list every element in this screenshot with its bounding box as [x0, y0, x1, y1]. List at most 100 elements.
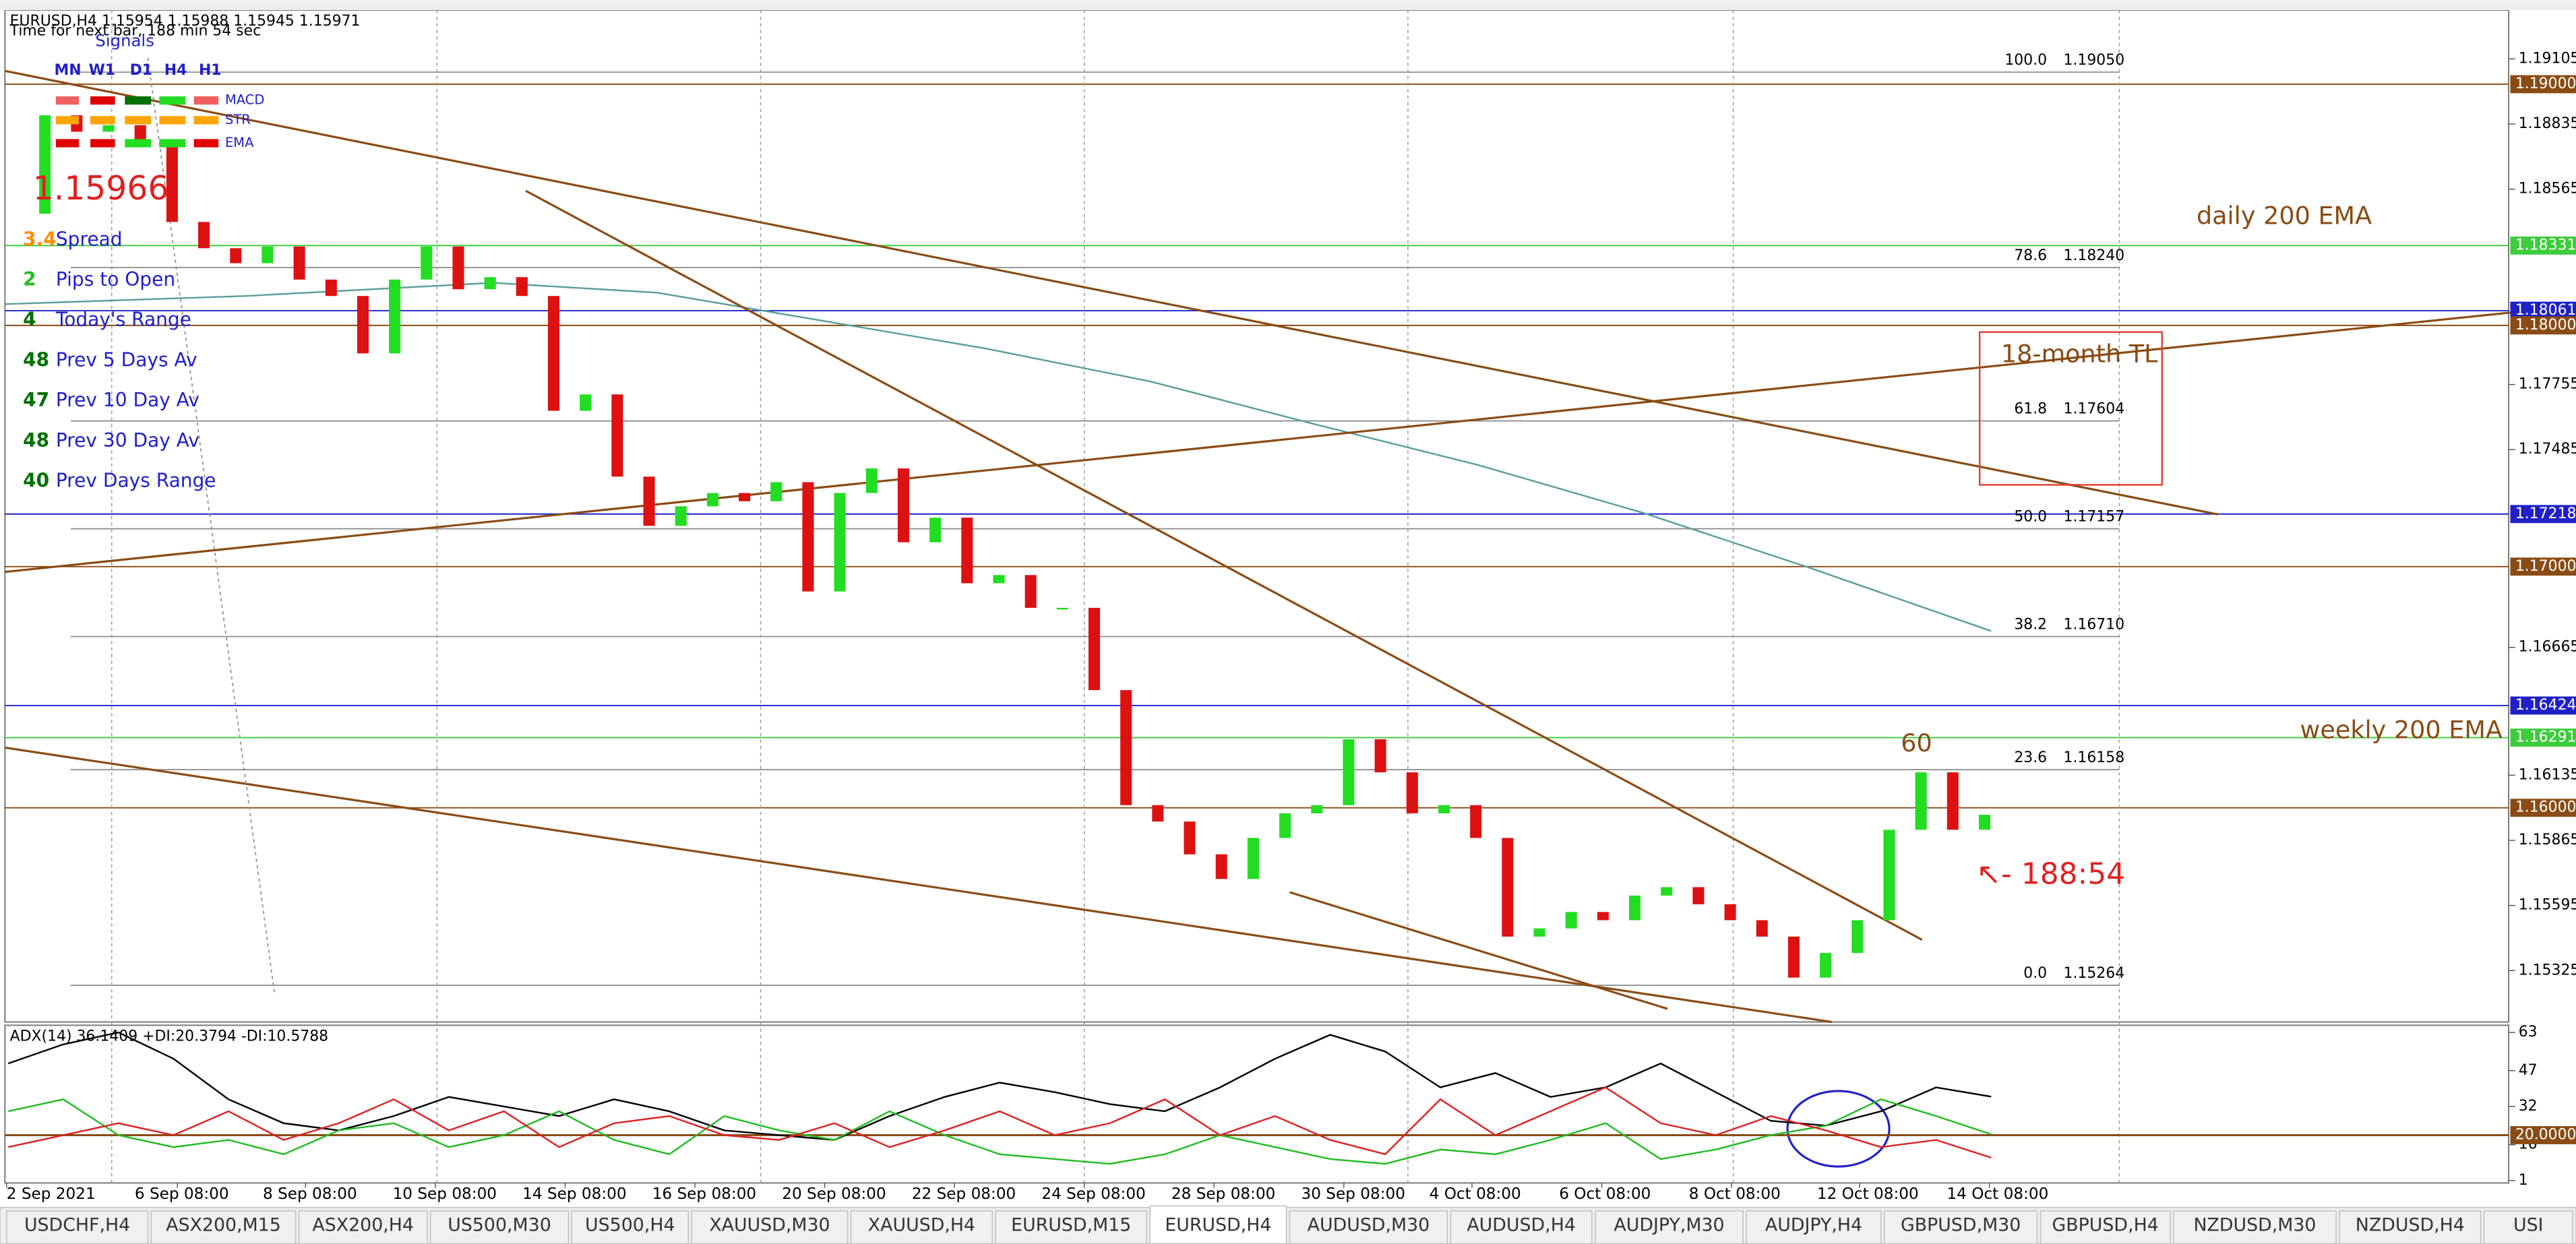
fib-price: 1.17604	[2064, 401, 2125, 418]
time-label: 14 Oct 08:00	[1946, 1185, 2048, 1203]
adx-tick-label: 47	[2519, 1062, 2538, 1079]
tab[interactable]	[1289, 1210, 1448, 1244]
tab-label[interactable]: XAUUSD,H4	[868, 1214, 975, 1235]
candle	[1502, 838, 1514, 937]
candle	[1851, 920, 1864, 954]
level-label: 1.17218	[2515, 505, 2576, 522]
candle	[262, 246, 274, 263]
candle	[1565, 912, 1577, 929]
candle	[1438, 805, 1450, 813]
price-tick-label: 1.17755	[2519, 376, 2576, 393]
tab-label[interactable]: AUDUSD,M30	[1308, 1214, 1430, 1235]
tab-label[interactable]: ASX200,H4	[312, 1214, 414, 1235]
candle	[675, 506, 687, 526]
tab[interactable]	[1595, 1210, 1744, 1244]
level-box	[2510, 728, 2576, 747]
info-value: 40	[23, 470, 49, 492]
candle	[102, 125, 115, 132]
price-tick-label: 1.16135	[2519, 766, 2576, 783]
candle	[1629, 895, 1641, 921]
tab-label[interactable]: AUDUSD,H4	[1467, 1214, 1576, 1235]
tab[interactable]	[1884, 1210, 2038, 1244]
timeframe-label: MN	[54, 62, 81, 79]
candle	[1946, 772, 1959, 830]
price-tick-label: 1.19105	[2519, 50, 2576, 67]
time-label: 12 Oct 08:00	[1817, 1185, 1919, 1203]
tab[interactable]	[429, 1210, 570, 1244]
tab-label[interactable]: AUDJPY,M30	[1614, 1214, 1724, 1235]
tab-label[interactable]: EURUSD,M15	[1011, 1214, 1131, 1235]
candle	[1024, 575, 1037, 608]
candle	[770, 482, 783, 501]
tab-label[interactable]: AUDJPY,H4	[1765, 1214, 1862, 1235]
fib-pct: 100.0	[2004, 52, 2047, 69]
tab-label[interactable]: XAUUSD,M30	[709, 1214, 830, 1235]
tab-label[interactable]: US500,H4	[585, 1214, 675, 1235]
tab[interactable]	[6, 1210, 149, 1244]
tab[interactable]	[2339, 1210, 2482, 1244]
tab[interactable]	[2483, 1210, 2573, 1244]
info-value: 48	[23, 429, 49, 452]
tab-label[interactable]: NZDUSD,H4	[2356, 1214, 2465, 1235]
info-label: Spread	[56, 228, 123, 250]
tab-label[interactable]: ASX200,M15	[166, 1214, 281, 1235]
candle	[1915, 772, 1927, 830]
tab-label[interactable]: USDCHF,H4	[24, 1214, 130, 1235]
adx-tick-label: 63	[2519, 1024, 2538, 1040]
tab-label[interactable]: GBPUSD,H4	[2052, 1214, 2159, 1235]
annotation: 18-month TL	[2001, 339, 2158, 368]
time-label: 14 Sep 08:00	[522, 1185, 626, 1203]
time-label: 6 Sep 08:00	[135, 1185, 229, 1203]
level-label: 1.16000	[2515, 799, 2576, 816]
info-label: Today's Range	[55, 309, 191, 331]
info-label: Prev 5 Days Av	[56, 348, 197, 371]
adx-level-label: 20.0000	[2515, 1126, 2576, 1143]
time-label: 20 Sep 08:00	[782, 1185, 886, 1203]
tab-label[interactable]: EURUSD,H4	[1165, 1214, 1271, 1235]
trendline	[525, 189, 1923, 941]
tab-label[interactable]: USI	[2513, 1214, 2544, 1235]
candle	[452, 246, 464, 290]
tab[interactable]	[850, 1210, 993, 1244]
tab[interactable]	[691, 1210, 849, 1244]
time-label: 30 Sep 08:00	[1301, 1185, 1405, 1203]
tab-label[interactable]: US500,M30	[448, 1214, 551, 1235]
bar-timer: Time for next bar, 188 min 54 sec	[9, 23, 262, 40]
level-box	[2510, 557, 2576, 576]
fib-pct: 50.0	[2014, 509, 2047, 526]
info-label: Prev Days Range	[56, 470, 216, 492]
fib-pct: 61.8	[2014, 401, 2047, 418]
tab[interactable]	[2173, 1210, 2337, 1244]
tab[interactable]	[995, 1210, 1148, 1244]
candle	[1597, 912, 1609, 921]
candle	[134, 125, 146, 142]
adx-panel	[4, 1024, 2510, 1184]
drawings	[5, 57, 2576, 1168]
candle	[1756, 920, 1768, 937]
tab[interactable]	[1746, 1210, 1882, 1244]
fib-pct: 23.6	[2014, 749, 2047, 766]
tab-label[interactable]: NZDUSD,M30	[2193, 1214, 2316, 1235]
candle	[1152, 805, 1164, 822]
tab[interactable]	[298, 1210, 428, 1244]
tab-label[interactable]: GBPUSD,M30	[1901, 1214, 2021, 1235]
price-tick-label: 1.15325	[2519, 962, 2576, 978]
trendline	[1289, 891, 1668, 1010]
tab[interactable]	[1450, 1210, 1593, 1244]
signals-title: Signals	[95, 30, 154, 50]
level-box	[2510, 799, 2576, 817]
tab[interactable]	[571, 1210, 689, 1244]
candle	[547, 296, 560, 411]
candle	[897, 468, 909, 542]
time-label: 2 Sep 2021	[7, 1185, 96, 1203]
info-value: 4	[23, 309, 36, 331]
fib-price: 1.19050	[2064, 52, 2125, 69]
candle	[1978, 815, 1991, 830]
level-box	[2510, 316, 2576, 335]
info-value: 3.4	[23, 228, 57, 250]
annotation: weekly 200 EMA	[2300, 716, 2503, 745]
candle	[1787, 936, 1800, 978]
level-label: 1.18331	[2515, 237, 2576, 253]
